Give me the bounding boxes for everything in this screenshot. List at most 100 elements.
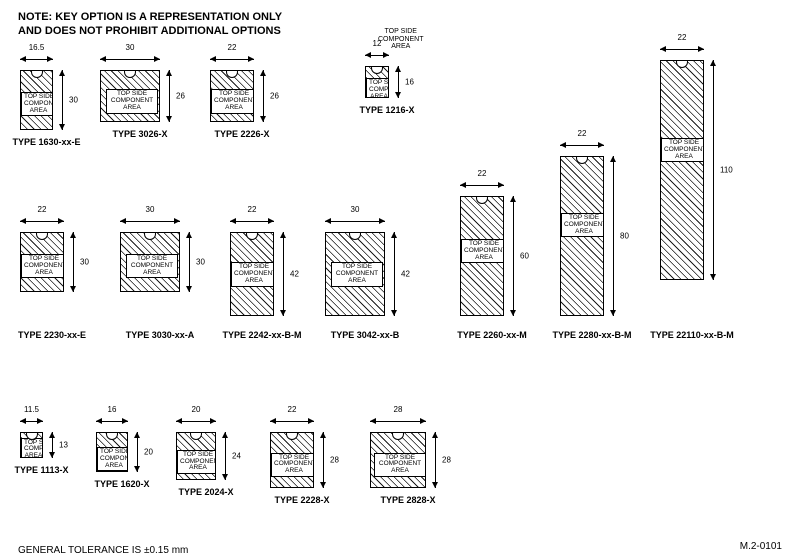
module-box: TOP SIDE COMPONENT AREA — [210, 70, 254, 122]
key-notch — [124, 70, 136, 78]
dim-height: 110 — [708, 60, 718, 280]
component-area-label: TOP SIDE COMPONENT AREA — [177, 450, 216, 474]
type-label: TYPE 2228-X — [260, 495, 344, 505]
height-dim: 20 — [144, 448, 153, 457]
height-dim: 60 — [520, 252, 529, 261]
height-dim: 30 — [80, 258, 89, 267]
dim-height: 30 — [184, 232, 194, 292]
width-dim: 16.5 — [20, 43, 53, 52]
dim-height: 30 — [57, 70, 67, 130]
module-m3030: TOP SIDE COMPONENT AREA3030TYPE 3030-xx-… — [120, 232, 180, 292]
height-dim: 80 — [620, 232, 629, 241]
dim-width: 22 — [460, 180, 504, 190]
module-m2242: TOP SIDE COMPONENT AREA2242TYPE 2242-xx-… — [230, 232, 274, 316]
module-m2024: TOP SIDE COMPONENT AREA2024TYPE 2024-X — [176, 432, 216, 480]
key-notch — [31, 70, 43, 78]
component-area-label: TOP SIDE COMPONENT AREA — [211, 89, 254, 113]
width-dim: 20 — [176, 405, 216, 414]
width-dim: 16 — [96, 405, 128, 414]
component-area-label: TOP SIDE COMPONENT AREA — [97, 447, 128, 471]
module-m3042: TOP SIDE COMPONENT AREA3042TYPE 3042-xx-… — [325, 232, 385, 316]
module-m1113: TOP SIDE COMPONENT AREA11.513TYPE 1113-X — [20, 432, 43, 458]
dim-width: 16 — [96, 416, 128, 426]
module-box: TOP SIDE COMPONENT AREA — [230, 232, 274, 316]
type-label: TYPE 1216-X — [355, 105, 419, 115]
module-box: TOP SIDE COMPONENT AREA — [460, 196, 504, 316]
dim-width: 30 — [325, 216, 385, 226]
component-area-label: TOP SIDE COMPONENT AREA — [231, 262, 274, 286]
width-dim: 30 — [120, 205, 180, 214]
width-dim: 22 — [660, 33, 704, 42]
module-box: TOP SIDE COMPONENT AREA — [20, 432, 43, 458]
dim-width: 20 — [176, 416, 216, 426]
height-dim: 26 — [176, 92, 185, 101]
module-box: TOP SIDE COMPONENT AREA — [100, 70, 160, 122]
module-box: TOP SIDE COMPONENT AREA — [325, 232, 385, 316]
note-line2: AND DOES NOT PROHIBIT ADDITIONAL OPTIONS — [18, 25, 281, 37]
width-dim: 30 — [100, 43, 160, 52]
key-notch — [226, 70, 238, 78]
dim-width: 22 — [560, 140, 604, 150]
key-notch — [144, 232, 156, 240]
component-area-label: TOP SIDE COMPONENT AREA — [366, 78, 389, 98]
note-line1: NOTE: KEY OPTION IS A REPRESENTATION ONL… — [18, 11, 282, 23]
width-dim: 22 — [20, 205, 64, 214]
key-notch — [476, 196, 488, 204]
dim-width: 22 — [20, 216, 64, 226]
width-dim: 22 — [210, 43, 254, 52]
dim-width: 22 — [230, 216, 274, 226]
height-dim: 30 — [69, 96, 78, 105]
dim-height: 16 — [393, 66, 403, 98]
dim-width: 30 — [100, 54, 160, 64]
height-dim: 13 — [59, 441, 68, 450]
module-m2230: TOP SIDE COMPONENT AREA2230TYPE 2230-xx-… — [20, 232, 64, 292]
module-m22110: TOP SIDE COMPONENT AREA22110TYPE 22110-x… — [660, 60, 704, 280]
type-label: TYPE 22110-xx-B-M — [650, 330, 734, 340]
dim-width: 28 — [370, 416, 426, 426]
type-label: TYPE 2280-xx-B-M — [550, 330, 634, 340]
module-m1216: TOP SIDE COMPONENT AREA1216TYPE 1216-X — [365, 66, 389, 98]
module-m1620: TOP SIDE COMPONENT AREA1620TYPE 1620-X — [96, 432, 128, 472]
component-area-label: TOP SIDE COMPONENT AREA — [21, 438, 43, 458]
footer-tolerance: GENERAL TOLERANCE IS ±0.15 mm — [18, 545, 188, 556]
module-box: TOP SIDE COMPONENT AREA — [560, 156, 604, 316]
width-dim: 22 — [560, 129, 604, 138]
module-m2228: TOP SIDE COMPONENT AREA2228TYPE 2228-X — [270, 432, 314, 488]
connector-bar — [563, 315, 601, 316]
dim-height: 26 — [258, 70, 268, 122]
component-area-label: TOP SIDE COMPONENT AREA — [21, 92, 53, 116]
width-dim: 22 — [230, 205, 274, 214]
component-area-label: TOP SIDE COMPONENT AREA — [126, 254, 178, 278]
type-label: TYPE 2226-X — [200, 129, 284, 139]
module-m2280: TOP SIDE COMPONENT AREA2280TYPE 2280-xx-… — [560, 156, 604, 316]
dim-width: 30 — [120, 216, 180, 226]
connector-bar — [23, 129, 50, 130]
connector-bar — [123, 291, 177, 292]
dim-height: 60 — [508, 196, 518, 316]
dim-height: 26 — [164, 70, 174, 122]
key-notch — [286, 432, 298, 440]
dim-width: 22 — [270, 416, 314, 426]
module-box: TOP SIDE COMPONENT AREA — [20, 70, 53, 130]
type-label: TYPE 1630-xx-E — [10, 137, 83, 147]
dim-height: 20 — [132, 432, 142, 472]
dim-width: 12 — [365, 50, 389, 60]
dim-width: 22 — [660, 44, 704, 54]
type-label: TYPE 2024-X — [166, 487, 246, 497]
footer-id: M.2-0101 — [740, 541, 782, 552]
height-dim: 26 — [270, 92, 279, 101]
module-m3026: TOP SIDE COMPONENT AREA3026TYPE 3026-X — [100, 70, 160, 122]
module-m2828: TOP SIDE COMPONENT AREA2828TYPE 2828-X — [370, 432, 426, 488]
width-dim: 22 — [460, 169, 504, 178]
component-area-label: TOP SIDE COMPONENT AREA — [106, 89, 158, 113]
height-dim: 110 — [720, 166, 733, 175]
component-area-label: TOP SIDE COMPONENT AREA — [331, 262, 383, 286]
key-notch — [106, 432, 118, 440]
connector-bar — [463, 315, 501, 316]
dim-height: 80 — [608, 156, 618, 316]
key-notch — [371, 66, 383, 74]
module-box: TOP SIDE COMPONENT AREA — [120, 232, 180, 292]
height-dim: 16 — [405, 78, 414, 87]
dim-height: 28 — [430, 432, 440, 488]
component-area-label: TOP SIDE COMPONENT AREA — [21, 254, 64, 278]
